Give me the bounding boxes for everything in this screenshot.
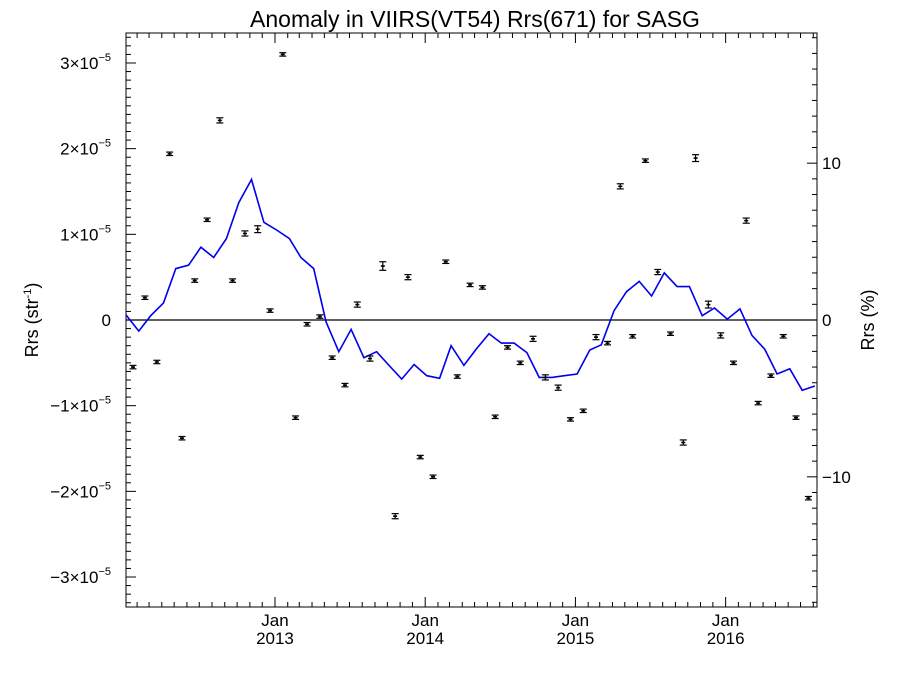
anomaly-point: [429, 474, 437, 480]
x-axis-ticks: [136, 33, 814, 607]
anomaly-point: [129, 364, 137, 370]
anomaly-point: [767, 373, 775, 378]
anomaly-point: [704, 300, 712, 309]
y-left-tick-label: −1×10−5: [50, 395, 111, 416]
anomaly-point: [178, 435, 186, 441]
anomaly-point: [166, 151, 174, 157]
anomaly-point: [692, 154, 700, 163]
x-tick-label-year: 2014: [406, 629, 444, 648]
left-y-axis-title: Rrs (str-1): [22, 283, 42, 358]
y-left-tick-label: 0: [102, 311, 111, 330]
anomaly-point: [478, 285, 486, 290]
anomaly-point: [141, 295, 149, 301]
anomaly-point: [529, 335, 537, 343]
y-left-tick-label: 1×10−5: [60, 223, 111, 244]
y-left-tick-label: −3×10−5: [50, 566, 111, 587]
right-y-axis-title: Rrs (%): [858, 290, 878, 351]
anomaly-point: [516, 360, 524, 366]
x-tick-label-month: Jan: [411, 611, 438, 630]
anomaly-point: [679, 439, 687, 446]
x-tick-label-month: Jan: [562, 611, 589, 630]
anomaly-point: [604, 340, 612, 346]
anomaly-point: [754, 400, 762, 406]
anomaly-point: [328, 355, 336, 361]
anomaly-point: [804, 495, 812, 501]
anomaly-point: [541, 374, 549, 381]
anomaly-point: [616, 183, 624, 190]
y-left-tick-label: −2×10−5: [50, 480, 111, 501]
x-tick-label-year: 2013: [256, 629, 294, 648]
y-right-tick-label: 0: [822, 311, 831, 330]
anomaly-point: [303, 321, 311, 327]
anomaly-point: [742, 217, 750, 224]
anomaly-point: [504, 345, 512, 350]
left-y-axis-labels: 3×10−5 2×10−5 1×10−5 0 −1×10−5 −2×10−5 −3×10−5: [50, 52, 111, 587]
left-y-axis-ticks: [126, 36, 136, 604]
anomaly-point: [341, 382, 349, 388]
anomaly-point: [292, 415, 300, 420]
anomaly-point: [641, 158, 649, 163]
anomaly-points-series: [129, 52, 812, 520]
x-tick-label-year: 2016: [707, 629, 745, 648]
anomaly-point: [279, 52, 287, 57]
anomaly-point: [779, 333, 787, 339]
y-right-tick-label: 10: [822, 154, 841, 173]
anomaly-point: [666, 331, 674, 337]
chart-title: Anomaly in VIIRS(VT54) Rrs(671) for SASG: [250, 6, 700, 32]
anomaly-point: [416, 454, 424, 460]
anomaly-point: [153, 359, 161, 365]
anomaly-point: [366, 355, 374, 362]
anomaly-point: [316, 314, 324, 319]
anomaly-point: [717, 332, 725, 339]
anomaly-point: [629, 333, 637, 339]
anomaly-point: [229, 278, 237, 283]
anomaly-point: [216, 117, 224, 124]
anomaly-point: [203, 217, 211, 223]
anomaly-point: [579, 408, 587, 414]
anomaly-point: [266, 308, 274, 313]
anomaly-point: [654, 268, 662, 276]
anomaly-point: [254, 225, 262, 234]
x-tick-label-year: 2015: [557, 629, 595, 648]
anomaly-point: [592, 333, 600, 341]
right-y-axis-ticks: [807, 37, 817, 603]
anomaly-point: [404, 273, 412, 281]
anomaly-point: [554, 384, 562, 391]
anomaly-point: [191, 278, 199, 283]
anomaly-point: [729, 360, 737, 366]
anomaly-point: [491, 414, 499, 420]
anomaly-point: [353, 301, 361, 308]
right-y-axis-labels: 10 0 −10: [822, 154, 851, 487]
anomaly-point: [466, 282, 474, 288]
anomaly-point: [241, 230, 249, 237]
x-tick-label-month: Jan: [712, 611, 739, 630]
trend-line: [125, 177, 816, 392]
anomaly-point: [442, 259, 450, 265]
y-left-tick-label: 2×10−5: [60, 138, 111, 159]
y-right-tick-label: −10: [822, 468, 851, 487]
trend-line-series: [125, 177, 816, 392]
anomaly-point: [566, 417, 574, 422]
y-left-tick-label: 3×10−5: [60, 52, 111, 73]
anomaly-point: [391, 513, 399, 520]
x-tick-label-month: Jan: [261, 611, 288, 630]
anomaly-point: [453, 374, 461, 379]
anomaly-point: [792, 415, 800, 420]
anomaly-point: [379, 261, 387, 271]
